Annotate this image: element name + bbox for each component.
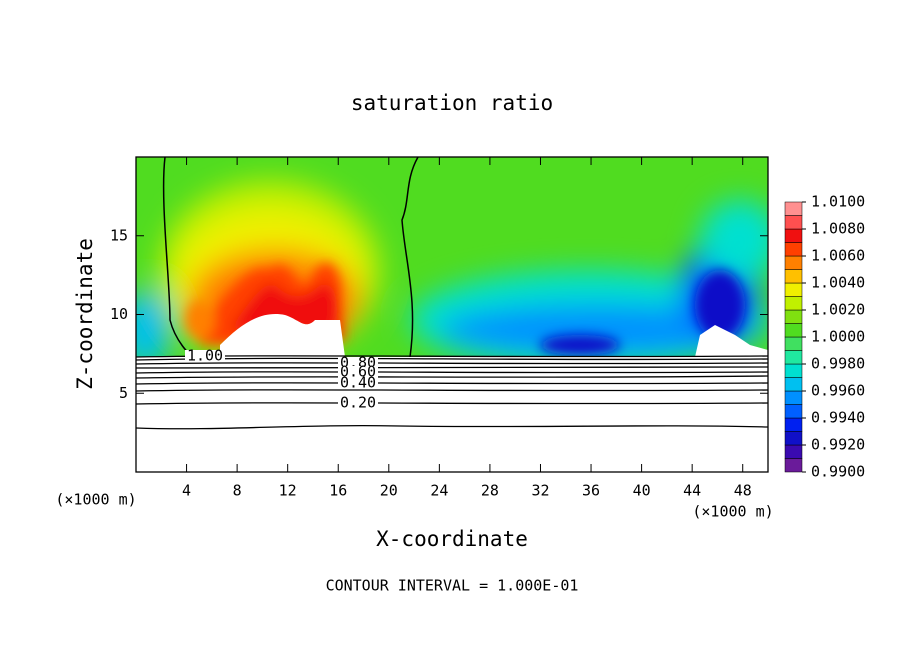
colorbar-band bbox=[784, 255, 803, 270]
contour-line bbox=[135, 362, 769, 365]
contour-label: 1.00 bbox=[187, 347, 223, 365]
colorbar-band bbox=[784, 282, 803, 297]
x-unit: (×1000 m) bbox=[692, 503, 773, 521]
colorbar-band bbox=[784, 201, 803, 216]
colorbar-label: 1.0040 bbox=[811, 274, 865, 292]
x-tick-label: 4 bbox=[182, 482, 191, 500]
colorbar-band bbox=[784, 309, 803, 324]
x-tick-label: 44 bbox=[683, 482, 701, 500]
contour-label: 0.20 bbox=[340, 394, 376, 412]
colorbar-label: 0.9920 bbox=[811, 436, 865, 454]
contour-line bbox=[135, 371, 769, 374]
contour-label-bg bbox=[338, 377, 378, 389]
colorbar-band bbox=[784, 404, 803, 419]
colorbar-label: 0.9940 bbox=[811, 409, 865, 427]
colorbar-band bbox=[784, 431, 803, 446]
x-tick-label: 8 bbox=[233, 482, 242, 500]
x-tick-label: 12 bbox=[279, 482, 297, 500]
colorbar-band bbox=[784, 377, 803, 392]
colorbar-label: 0.9980 bbox=[811, 355, 865, 373]
colorbar-label: 0.9900 bbox=[811, 463, 865, 481]
x-tick-label: 40 bbox=[633, 482, 651, 500]
colorbar-band bbox=[784, 296, 803, 311]
colorbar-band bbox=[784, 458, 803, 473]
colorbar-band bbox=[784, 228, 803, 243]
x-tick-label: 48 bbox=[734, 482, 752, 500]
field bbox=[136, 157, 768, 357]
x-tick-label: 36 bbox=[582, 482, 600, 500]
colorbar-band bbox=[784, 444, 803, 459]
colorbar-label: 1.0100 bbox=[811, 193, 865, 211]
colorbar-band bbox=[784, 336, 803, 351]
y-axis-label: Z-coordinate bbox=[73, 238, 97, 390]
colorbar-band bbox=[784, 269, 803, 284]
x-unit: (×1000 m) bbox=[55, 491, 136, 509]
colorbar-band bbox=[784, 417, 803, 432]
colorbar-label: 1.0060 bbox=[811, 247, 865, 265]
contour-label-bg bbox=[338, 366, 378, 378]
colorbar-band bbox=[784, 215, 803, 230]
contour-label-bg bbox=[185, 350, 225, 362]
colorbar-band bbox=[784, 323, 803, 338]
colorbar-band bbox=[784, 350, 803, 365]
colorbar-label: 1.0080 bbox=[811, 220, 865, 238]
x-axis-label: X-coordinate bbox=[376, 527, 528, 551]
contour-line bbox=[135, 402, 769, 405]
x-tick-label: 24 bbox=[430, 482, 448, 500]
colorbar-label: 1.0000 bbox=[811, 328, 865, 346]
x-tick-label: 32 bbox=[531, 482, 549, 500]
contour-label: 0.40 bbox=[340, 374, 376, 392]
colorbar-band bbox=[784, 390, 803, 405]
contour-line bbox=[135, 382, 769, 385]
colorbar-band bbox=[784, 242, 803, 257]
y-tick-label: 10 bbox=[110, 305, 128, 323]
y-tick-label: 5 bbox=[119, 384, 128, 402]
contour-label: 0.60 bbox=[340, 363, 376, 381]
x-tick-label: 20 bbox=[380, 482, 398, 500]
colorbar-band bbox=[784, 363, 803, 378]
contour-label-bg bbox=[338, 397, 378, 409]
colorbar-label: 0.9960 bbox=[811, 382, 865, 400]
footer: CONTOUR INTERVAL = 1.000E-01 bbox=[326, 577, 579, 595]
chart-title: saturation ratio bbox=[351, 91, 553, 115]
y-tick-label: 15 bbox=[110, 226, 128, 244]
colorbar-label: 1.0020 bbox=[811, 301, 865, 319]
x-tick-label: 28 bbox=[481, 482, 499, 500]
x-tick-label: 16 bbox=[329, 482, 347, 500]
